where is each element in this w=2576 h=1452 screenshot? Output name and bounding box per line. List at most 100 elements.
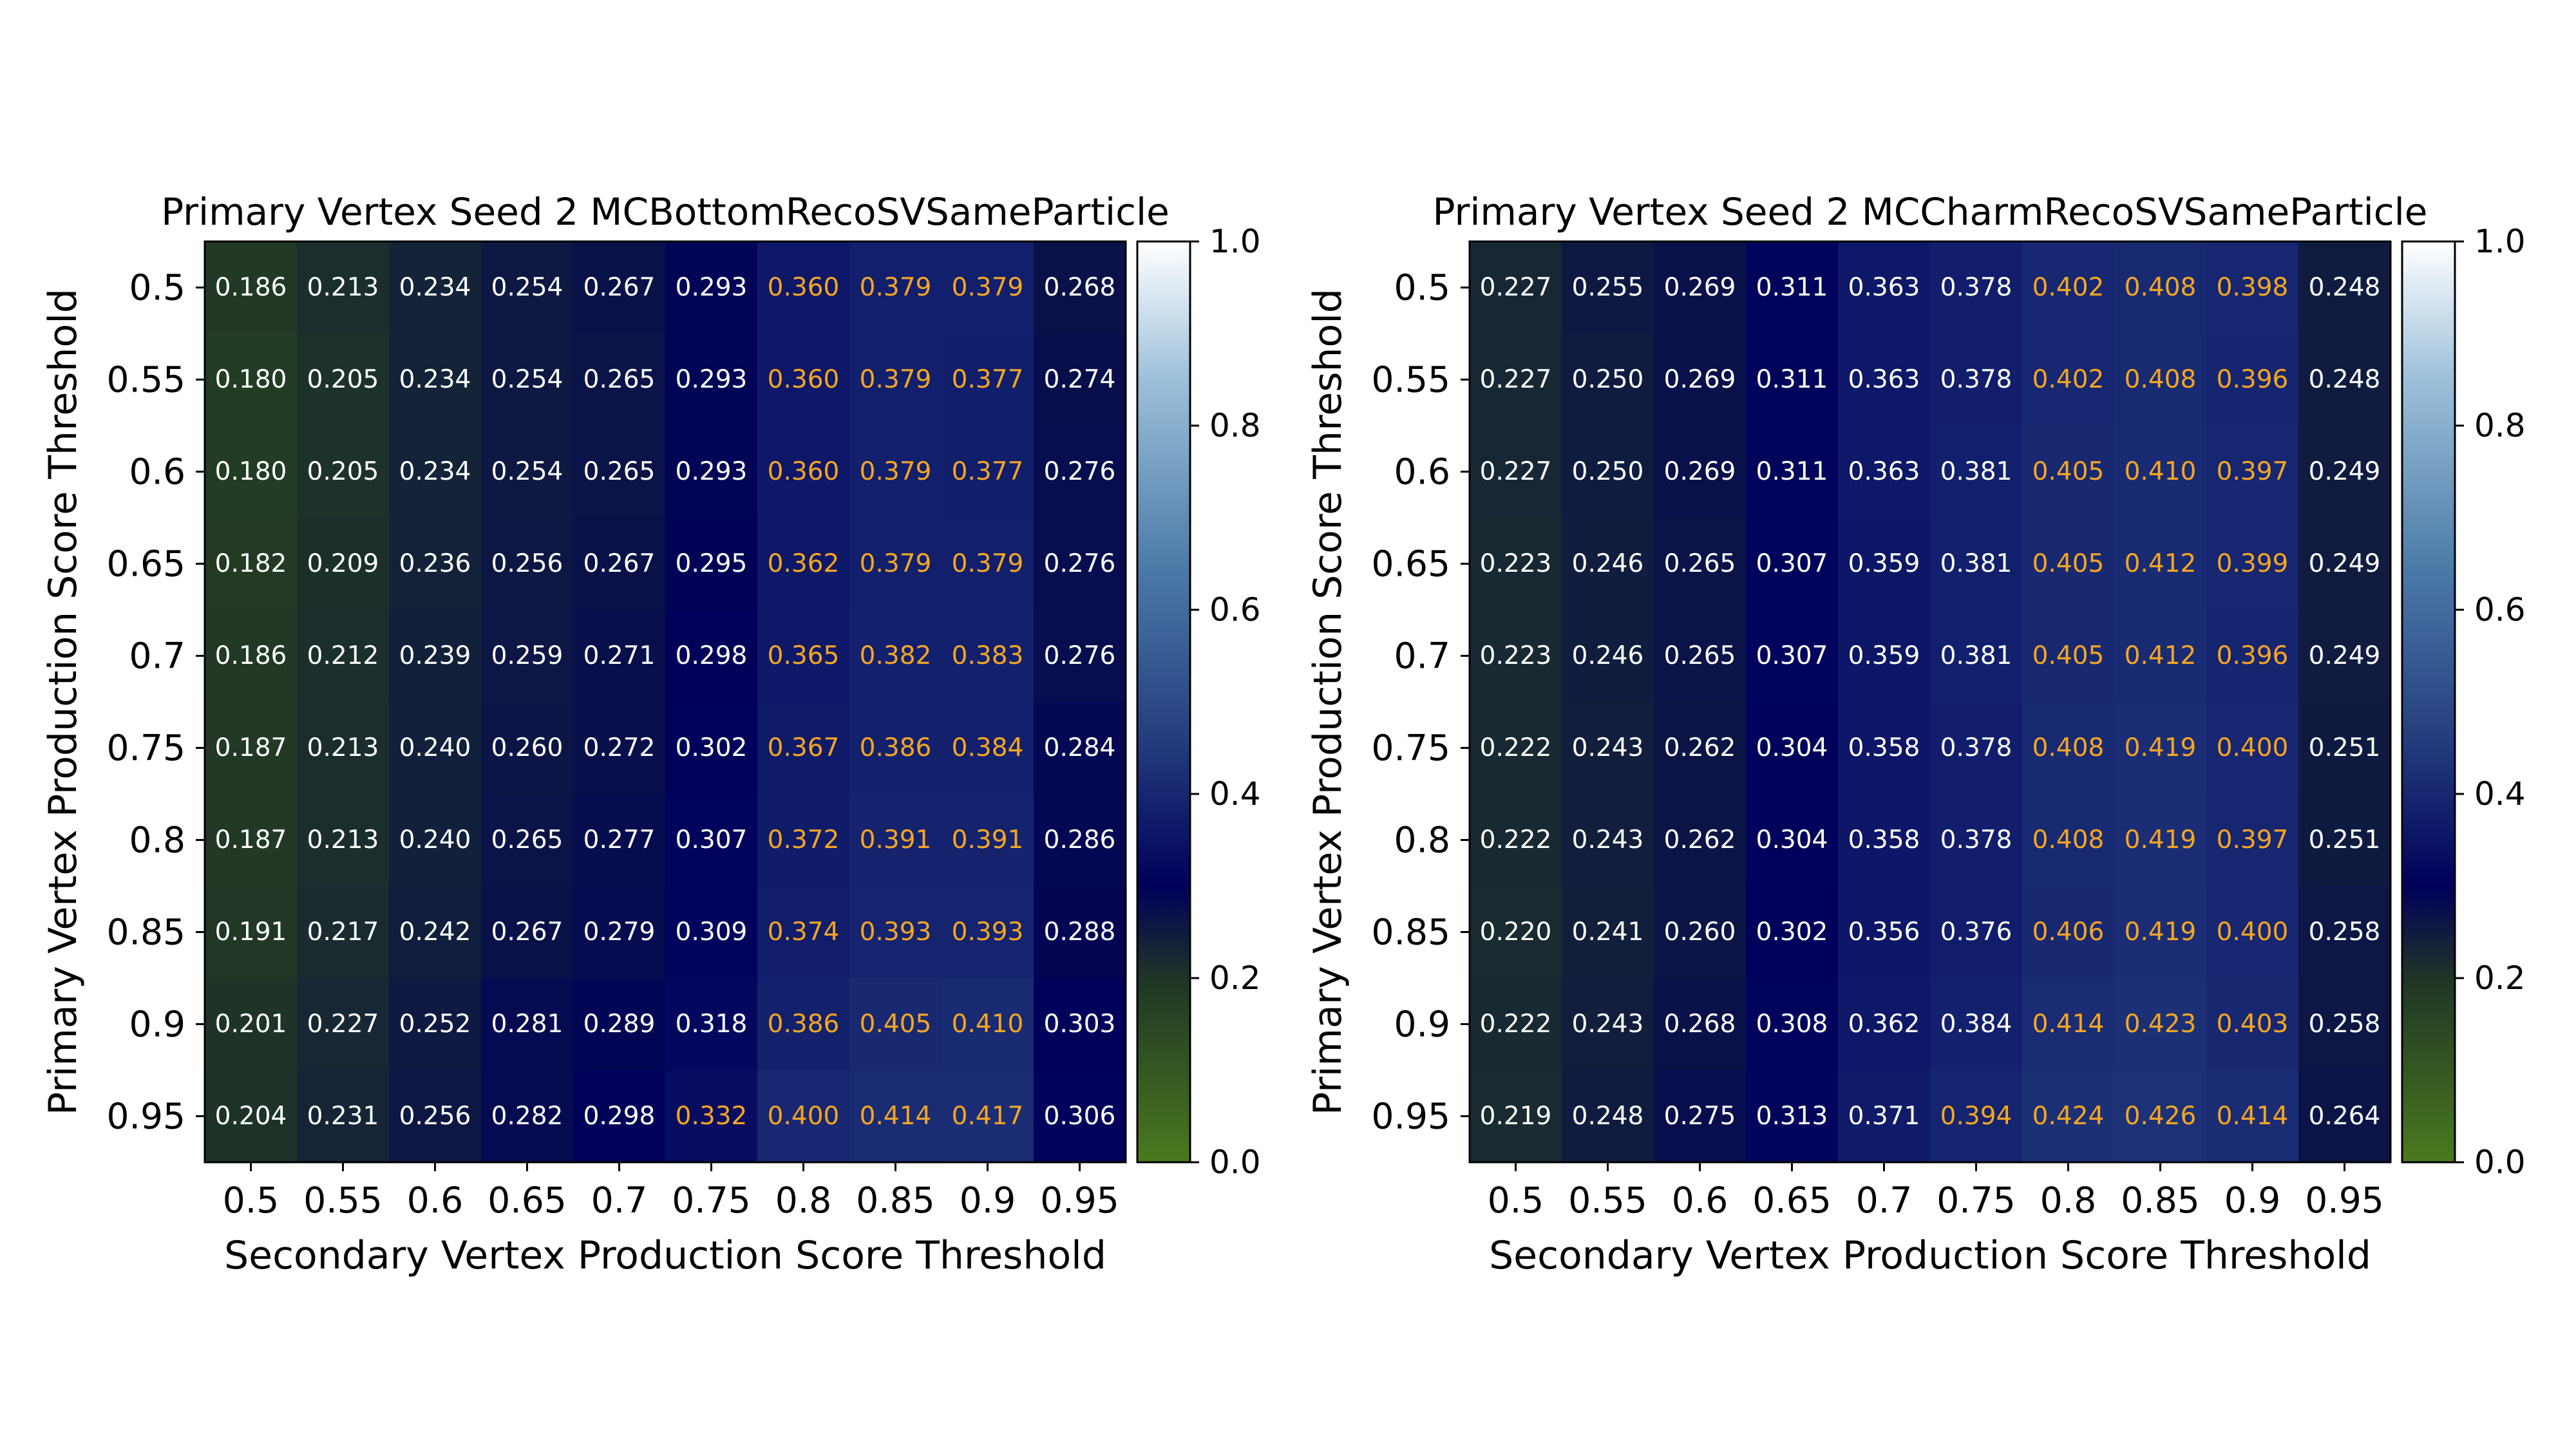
heatmap-cell bbox=[665, 702, 758, 795]
cell-value-label: 0.379 bbox=[952, 549, 1024, 578]
x-tick-label: 0.9 bbox=[960, 1180, 1016, 1221]
colorbar-tick-label: 0.0 bbox=[2474, 1144, 2526, 1181]
x-tick-label: 0.95 bbox=[1040, 1180, 1119, 1221]
cell-value-label: 0.262 bbox=[1664, 733, 1736, 762]
cell-value-label: 0.231 bbox=[307, 1102, 379, 1131]
cell-value-label: 0.396 bbox=[2217, 365, 2289, 394]
heatmap-cell bbox=[942, 886, 1034, 979]
cell-value-label: 0.386 bbox=[768, 1010, 840, 1039]
heatmap-panel-bottom: 0.186 0.213 0.234 0.254 0.267 0.293 0.360 0.379… bbox=[41, 190, 1261, 1278]
heatmap-cell bbox=[1562, 886, 1654, 979]
heatmap-cell bbox=[1930, 426, 2023, 518]
cell-value-label: 0.374 bbox=[768, 918, 840, 947]
heatmap-cell bbox=[1930, 334, 2023, 426]
cell-value-label: 0.268 bbox=[1664, 1010, 1736, 1039]
heatmap-cell bbox=[1930, 518, 2023, 610]
heatmap-cell bbox=[1838, 241, 1931, 334]
heatmap-cell bbox=[1562, 426, 1654, 518]
cell-value-label: 0.402 bbox=[2032, 273, 2105, 302]
cell-value-label: 0.419 bbox=[2125, 918, 2197, 947]
heatmap-cell bbox=[1654, 702, 1747, 795]
cell-value-label: 0.311 bbox=[1756, 457, 1828, 486]
cell-value-label: 0.265 bbox=[583, 365, 656, 394]
colorbar-tick-label: 0.8 bbox=[2474, 407, 2526, 444]
heatmap-cell bbox=[205, 886, 298, 979]
heatmap-cell bbox=[205, 610, 298, 702]
cell-value-label: 0.295 bbox=[676, 549, 748, 578]
cell-value-label: 0.302 bbox=[1756, 918, 1828, 947]
cell-value-label: 0.400 bbox=[2217, 733, 2289, 762]
heatmap-cell bbox=[942, 334, 1034, 426]
heatmap-cell bbox=[1746, 426, 1839, 518]
heatmap-cell bbox=[1930, 610, 2023, 702]
heatmap-cell bbox=[849, 886, 942, 979]
x-tick-label: 0.5 bbox=[1488, 1180, 1544, 1221]
cell-value-label: 0.289 bbox=[583, 1010, 656, 1039]
heatmap-cell bbox=[942, 1070, 1034, 1163]
cell-value-label: 0.377 bbox=[952, 457, 1024, 486]
cell-value-label: 0.256 bbox=[491, 549, 564, 578]
cell-value-label: 0.240 bbox=[399, 733, 471, 762]
cell-value-label: 0.402 bbox=[2032, 365, 2105, 394]
heatmap-cell bbox=[2022, 334, 2115, 426]
heatmap-cell bbox=[573, 794, 666, 887]
heatmap-cell bbox=[2298, 702, 2391, 795]
cell-value-label: 0.372 bbox=[768, 825, 840, 854]
heatmap-cell bbox=[2022, 1070, 2115, 1163]
cell-value-label: 0.222 bbox=[1480, 825, 1552, 854]
cell-value-label: 0.424 bbox=[2032, 1102, 2105, 1131]
heatmap-cell bbox=[297, 518, 390, 610]
heatmap-cell bbox=[1746, 886, 1839, 979]
cell-value-label: 0.303 bbox=[1044, 1010, 1116, 1039]
heatmap-cell bbox=[573, 1070, 666, 1163]
cell-value-label: 0.209 bbox=[307, 549, 379, 578]
cell-value-label: 0.255 bbox=[1572, 273, 1644, 302]
heatmap-cell bbox=[1746, 978, 1839, 1071]
cell-value-label: 0.377 bbox=[952, 365, 1024, 394]
heatmap-cell bbox=[1034, 702, 1126, 795]
heatmap-cell bbox=[481, 886, 574, 979]
heatmap-cell bbox=[1838, 610, 1931, 702]
cell-value-label: 0.251 bbox=[2309, 825, 2381, 854]
heatmap-cell bbox=[2298, 886, 2391, 979]
heatmap-cells: 0.186 0.213 0.234 0.254 0.267 0.293 0.360 0.379… bbox=[205, 241, 1126, 1163]
heatmap-cell bbox=[573, 978, 666, 1071]
cell-value-label: 0.307 bbox=[1756, 641, 1828, 670]
heatmap-cell bbox=[849, 241, 942, 334]
cell-value-label: 0.356 bbox=[1848, 918, 1920, 947]
heatmap-cell bbox=[2114, 610, 2207, 702]
colorbar-tick-label: 0.0 bbox=[1209, 1144, 1261, 1181]
heatmap-cell bbox=[2114, 518, 2207, 610]
cell-value-label: 0.378 bbox=[1940, 825, 2012, 854]
cell-value-label: 0.279 bbox=[583, 918, 656, 947]
cell-value-label: 0.269 bbox=[1664, 273, 1736, 302]
heatmap-cell bbox=[2206, 702, 2299, 795]
heatmap-cell bbox=[1562, 334, 1654, 426]
cell-value-label: 0.412 bbox=[2125, 641, 2197, 670]
cell-value-label: 0.251 bbox=[2309, 733, 2381, 762]
cell-value-label: 0.397 bbox=[2217, 457, 2289, 486]
cell-value-label: 0.248 bbox=[1572, 1102, 1644, 1131]
cell-value-label: 0.379 bbox=[860, 365, 932, 394]
cell-value-label: 0.241 bbox=[1572, 918, 1644, 947]
x-axis-label: Secondary Vertex Production Score Thresh… bbox=[1489, 1233, 2371, 1278]
cell-value-label: 0.186 bbox=[215, 641, 287, 670]
cell-value-label: 0.258 bbox=[2309, 1010, 2381, 1039]
heatmap-cells: 0.227 0.255 0.269 0.311 0.363 0.378 0.402 0.408… bbox=[1470, 241, 2391, 1163]
cell-value-label: 0.381 bbox=[1940, 549, 2012, 578]
cell-value-label: 0.360 bbox=[768, 457, 840, 486]
heatmap-cell bbox=[481, 1070, 574, 1163]
heatmap-cell bbox=[1470, 334, 1562, 426]
cell-value-label: 0.378 bbox=[1940, 733, 2012, 762]
y-tick-label: 0.55 bbox=[1372, 359, 1450, 401]
heatmap-cell bbox=[942, 702, 1034, 795]
y-tick-label: 0.95 bbox=[1372, 1096, 1450, 1137]
cell-value-label: 0.275 bbox=[1664, 1102, 1736, 1131]
heatmap-cell bbox=[2022, 794, 2115, 887]
cell-value-label: 0.408 bbox=[2125, 273, 2197, 302]
cell-value-label: 0.269 bbox=[1664, 365, 1736, 394]
cell-value-label: 0.403 bbox=[2217, 1010, 2289, 1039]
heatmap-cell bbox=[849, 518, 942, 610]
heatmap-cell bbox=[2022, 886, 2115, 979]
cell-value-label: 0.410 bbox=[952, 1010, 1024, 1039]
